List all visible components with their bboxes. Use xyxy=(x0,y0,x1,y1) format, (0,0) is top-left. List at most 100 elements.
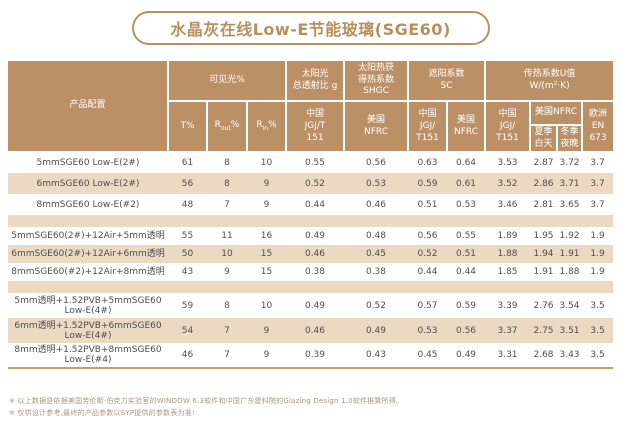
value-cell: 54 xyxy=(168,318,207,344)
value-cell: 0.63 xyxy=(417,158,438,169)
footnotes: ※ 以上数据是依据美国劳伦斯·伯克力实验室的WINDOW 6.3软件和中国广东建… xyxy=(9,395,609,420)
value-cell: 0.56 xyxy=(365,158,387,169)
value-cell: 3.46 xyxy=(497,199,518,210)
value-cell: 0.59 xyxy=(455,300,477,311)
header-visible-light-group: 可见光% xyxy=(167,61,287,102)
value-cell: 1.92 xyxy=(559,231,580,242)
value-cell: 0.51 xyxy=(447,245,486,264)
value-cell: 59 xyxy=(181,300,194,311)
value-cell: 3.51 xyxy=(557,318,583,344)
value-cell: 55 xyxy=(181,231,194,242)
value-cell: 0.38 xyxy=(365,267,387,278)
value-cell: 3.71 xyxy=(557,173,583,195)
value-cell: 0.44 xyxy=(304,199,326,210)
group-separator-cell xyxy=(8,281,614,294)
header-u-summer-day: 夏季 白天 xyxy=(529,123,559,154)
value-cell: 0.55 xyxy=(304,158,326,169)
value-cell: 1.9 xyxy=(590,231,605,242)
value-cell: 3.54 xyxy=(559,300,580,311)
value-cell: 56 xyxy=(168,173,207,195)
value-cell: 1.88 xyxy=(559,267,580,278)
value-cell: 0.49 xyxy=(304,231,326,242)
value-cell: 2.68 xyxy=(533,350,554,361)
value-cell: 2.76 xyxy=(533,300,554,311)
product-config-cell: 6mmSGE60 Low-E(2#) xyxy=(8,173,168,195)
value-cell: 0.48 xyxy=(365,231,387,242)
table-row: 8mmSGE60(#2)+12Air+8mm透明 43 9 15 0.38 0.38 0.4… xyxy=(8,263,613,281)
value-cell: 0.46 xyxy=(286,245,344,264)
value-cell: 7 xyxy=(207,318,247,344)
value-cell: 1.91 xyxy=(533,267,554,278)
header-r-out-percent: Rout% xyxy=(206,99,248,154)
header-u-china-jgjt151: 中国 JGJ/ T151 xyxy=(484,99,532,154)
value-cell: 0.45 xyxy=(417,350,438,361)
header-t-percent: T% xyxy=(167,99,208,154)
value-cell: 61 xyxy=(181,158,194,169)
value-cell: 3.5 xyxy=(582,318,614,344)
table-row: 6mmSGE60 Low-E(2#) 56 8 9 0.52 0.53 0.59 0.61 3.… xyxy=(8,173,614,195)
value-cell: 3.72 xyxy=(559,158,580,169)
footnote-line: ※ 仅供设计参考,最终的产品参数以SYP提供的参数表为准! xyxy=(9,409,195,418)
value-cell: 9 xyxy=(247,318,286,344)
value-cell: 0.49 xyxy=(304,300,326,311)
header-u-winter-night: 冬季 夜晚 xyxy=(556,123,584,154)
value-cell: 3.65 xyxy=(559,199,580,210)
glass-spec-table: 产品配置 可见光% 太阳光 总透射比 g 太阳热获 得热系数 SHGC 遮阳系数… xyxy=(8,61,614,370)
header-u-value-group: 传热系数U值 W/(m²·K) xyxy=(484,61,614,102)
value-cell: 0.59 xyxy=(408,173,447,195)
value-cell: 46 xyxy=(181,350,194,361)
value-cell: 2.86 xyxy=(530,173,558,195)
value-cell: 48 xyxy=(181,199,194,210)
value-cell: 9 xyxy=(263,350,270,361)
header-g-china-jgjt151: 中国 JGJ/T 151 xyxy=(285,99,345,154)
product-config-cell: 6mm透明+1.52PVB+6mmSGE60 Low-E(4#) xyxy=(8,318,168,344)
value-cell: 1.95 xyxy=(533,231,554,242)
table-row: 8mmSGE60 Low-E(#2) 48 7 9 0.44 0.46 0.51 0.53 3.… xyxy=(8,194,613,215)
product-config-cell: 5mm透明+1.52PVB+5mmSGE60 Low-E(4#) xyxy=(14,295,162,316)
value-cell: 3.7 xyxy=(590,199,605,210)
value-cell: 15 xyxy=(260,267,273,278)
product-config-cell: 5mmSGE60 Low-E(2#) xyxy=(36,158,140,169)
value-cell: 3.37 xyxy=(485,318,531,344)
value-cell: 0.39 xyxy=(304,350,326,361)
value-cell: 0.49 xyxy=(344,318,408,344)
value-cell: 2.87 xyxy=(533,158,554,169)
value-cell: 0.55 xyxy=(455,231,477,242)
value-cell: 0.64 xyxy=(455,158,477,169)
value-cell: 2.81 xyxy=(533,199,554,210)
header-u-europe-en673: 欧洲 EN 673 xyxy=(581,99,614,154)
value-cell: 15 xyxy=(247,245,286,264)
group-separator-row xyxy=(8,215,614,228)
value-cell: 0.45 xyxy=(344,245,408,264)
value-cell: 0.44 xyxy=(455,267,477,278)
table-row: 5mm透明+1.52PVB+5mmSGE60 Low-E(4#) 59 8 10 0.4… xyxy=(8,293,613,318)
table-row: 5mmSGE60 Low-E(2#) 61 8 10 0.55 0.56 0.63 0.64 3… xyxy=(8,152,613,173)
footnote-line: ※ 以上数据是依据美国劳伦斯·伯克力实验室的WINDOW 6.3软件和中国广东建… xyxy=(9,397,404,405)
header-sc-us-nfrc: 美国 NFRC xyxy=(445,99,487,154)
value-cell: 1.89 xyxy=(497,231,518,242)
table-header: 产品配置 可见光% 太阳光 总透射比 g 太阳热获 得热系数 SHGC 遮阳系数… xyxy=(8,61,614,154)
header-r-in-percent: Rin% xyxy=(246,99,287,154)
value-cell: 8 xyxy=(207,173,247,195)
value-cell: 0.38 xyxy=(304,267,326,278)
value-cell: 8 xyxy=(224,158,230,169)
value-cell: 1.91 xyxy=(557,245,583,264)
value-cell: 0.44 xyxy=(417,267,438,278)
header-solar-g-group: 太阳光 总透射比 g xyxy=(285,61,345,102)
value-cell: 3.52 xyxy=(485,173,531,195)
value-cell: 3.7 xyxy=(582,173,614,195)
header-shgc-group: 太阳热获 得热系数 SHGC xyxy=(343,61,409,102)
value-cell: 7 xyxy=(224,199,230,210)
value-cell: 0.46 xyxy=(286,318,344,344)
value-cell: 0.43 xyxy=(365,350,387,361)
value-cell: 3.5 xyxy=(590,350,605,361)
value-cell: 0.49 xyxy=(455,350,477,361)
value-cell: 10 xyxy=(207,245,247,264)
value-cell: 0.53 xyxy=(455,199,477,210)
value-cell: 3.7 xyxy=(590,158,605,169)
table-row: 8mm透明+1.52PVB+8mmSGE60 Low-E(#4) 46 7 9 0.39… xyxy=(8,343,613,368)
header-product-config: 产品配置 xyxy=(8,61,169,154)
value-cell: 0.46 xyxy=(365,199,387,210)
value-cell: 0.56 xyxy=(417,231,438,242)
value-cell: 16 xyxy=(260,231,273,242)
